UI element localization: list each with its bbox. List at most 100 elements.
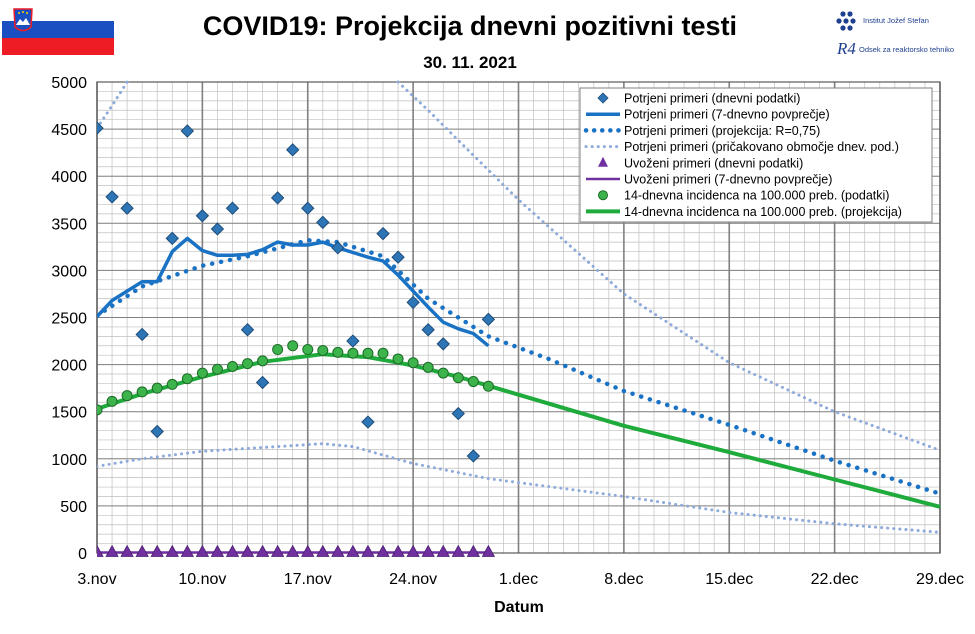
legend-label: Uvoženi primeri (7-dnevno povprečje) [624,173,832,187]
daily-cases-point [180,124,195,138]
legend-label: Potrjeni primeri (dnevni podatki) [624,92,800,106]
ijs-logo-icon: Institut Jožef Stefan R4 Odsek za reakto… [836,11,954,58]
series-layer [97,80,943,557]
daily-cases-point [406,295,420,310]
x-tick-label: 22.dec [811,571,859,588]
series-group [97,80,943,557]
chart-title: COVID19: Projekcija dnevni pozitivni tes… [203,11,737,41]
incidence-point [257,355,269,367]
x-tick-label: 8.dec [604,571,643,588]
incidence-point [151,382,163,394]
imported-cases-point [135,544,149,557]
legend-label: Uvoženi primeri (dnevni podatki) [624,156,803,170]
legend-label: Potrjeni primeri (7-dnevno povprečje) [624,108,830,122]
daily-cases-point [135,327,149,342]
daily-cases-point [331,241,345,255]
legend-label: Potrjeni primeri (projekcija: R=0,75) [624,124,820,138]
y-tick-label: 3500 [51,216,87,233]
x-tick-label: 29.dec [916,571,964,588]
daily-cases-point [451,406,465,421]
imported-cases-point [361,544,375,557]
series-dotted-light-line [97,442,942,534]
incidence-point [211,363,223,375]
legend-label: Potrjeni primeri (pričakovano območje dn… [624,140,899,154]
series-dotted-blue-line [97,238,943,496]
imported-cases-point [270,544,285,557]
axes: 0 500 1000 1500 2000 2500 3000 3500 4000 4500 5000… [51,75,964,588]
imported-cases-point [481,544,496,557]
x-tick-label: 10.nov [178,571,226,588]
daily-cases-point [421,323,435,337]
daily-cases-point [120,201,134,215]
daily-cases-point [97,121,104,135]
daily-cases-point [270,191,285,205]
daily-cases-point [210,222,225,236]
institute-name: Institut Jožef Stefan [863,16,929,25]
y-tick-label: 2000 [51,358,87,375]
daily-cases-point [481,312,496,327]
y-tick-label: 0 [78,546,87,563]
y-tick-label: 4000 [51,169,87,186]
daily-cases-point [436,337,450,351]
incidence-point [287,340,299,352]
incidence-point [467,376,479,388]
x-tick-label: 15.dec [705,571,753,588]
imported-cases-point [451,544,465,557]
daily-cases-point [466,449,481,463]
daily-cases-point [285,143,300,157]
incidence-point [392,353,404,365]
incidence-point [196,367,208,379]
incidence-point [407,357,419,369]
x-tick-label: 24.nov [389,571,437,588]
series-solid-blue-line [97,236,490,348]
legend-box [579,87,933,223]
imported-cases-point [346,544,360,557]
r4-mark: R4 [836,39,856,58]
imported-cases-point [421,544,435,557]
imported-cases-point [240,544,255,557]
imported-cases-point [316,544,330,557]
y-tick-label: 1500 [51,405,87,422]
incidence-point [347,347,359,359]
imported-cases-point [165,544,179,557]
imported-cases-point [180,544,194,557]
legend-swatch-diamond [597,92,609,104]
y-tick-label: 4500 [51,122,87,139]
daily-cases-point [195,209,210,223]
imported-cases-point [331,544,345,557]
x-tick-label: 1.dec [499,571,538,588]
incidence-point [377,347,389,359]
imported-cases-point [466,544,481,557]
imported-cases-point [105,544,119,557]
incidence-point [422,361,434,373]
x-axis-title: Datum [494,599,544,616]
daily-cases-point [255,375,270,390]
imported-cases-point [150,544,164,557]
daily-cases-point [376,226,390,241]
x-tick-label: 17.nov [284,571,332,588]
daily-cases-point [346,334,360,348]
incidence-point [482,380,494,392]
incidence-point [332,346,344,358]
daily-cases-point [165,231,179,246]
daily-cases-point [150,424,164,439]
incidence-point [452,372,464,384]
daily-cases-point [361,415,375,429]
imported-cases-point [225,544,240,557]
incidence-point [226,360,238,372]
incidence-point [272,344,284,356]
daily-cases-point [391,250,405,264]
y-tick-label: 500 [60,499,87,516]
incidence-point [181,373,193,385]
y-tick-label: 1000 [51,452,87,469]
legend-label: 14-dnevna incidenca na 100.000 preb. (pr… [624,205,902,219]
imported-cases-point [376,544,390,557]
incidence-point [302,344,314,356]
imported-cases-point [97,544,104,557]
imported-cases-point [391,544,405,557]
imported-cases-point [286,544,300,557]
slovenia-flag-icon [2,3,114,55]
imported-cases-point [120,544,134,557]
x-tick-label: 3.nov [77,571,116,588]
legend-swatch-triangle [598,156,608,167]
